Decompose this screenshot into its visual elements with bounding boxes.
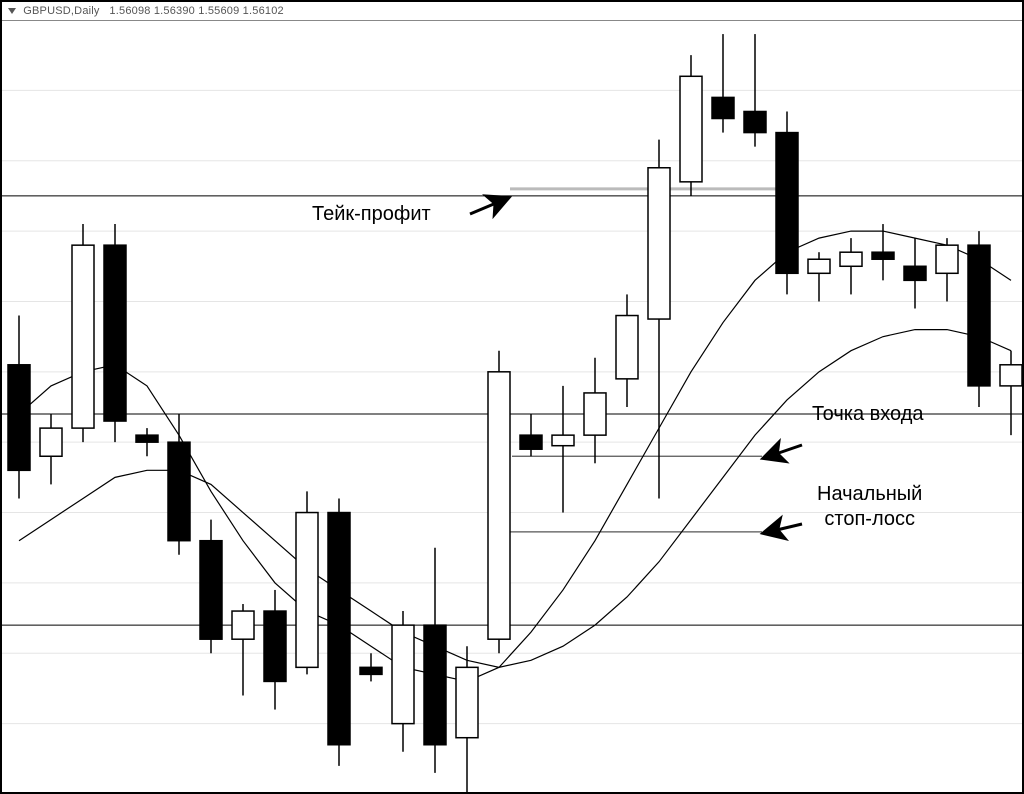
dropdown-icon[interactable]	[8, 8, 16, 14]
chart-frame: GBPUSD,Daily 1.56098 1.56390 1.55609 1.5…	[0, 0, 1024, 794]
chart-title-bar: GBPUSD,Daily 1.56098 1.56390 1.55609 1.5…	[2, 2, 1022, 21]
entry-point-label: Точка входа	[812, 402, 924, 427]
stop-loss-line2: стоп-лосс	[824, 508, 915, 530]
symbol-label: GBPUSD,Daily	[23, 5, 99, 17]
stop-loss-label: Начальный стоп-лосс	[817, 482, 922, 532]
take-profit-label: Тейк-профит	[312, 202, 431, 227]
ohlc-label: 1.56098 1.56390 1.55609 1.56102	[109, 5, 283, 17]
stop-loss-line1: Начальный	[817, 483, 922, 505]
